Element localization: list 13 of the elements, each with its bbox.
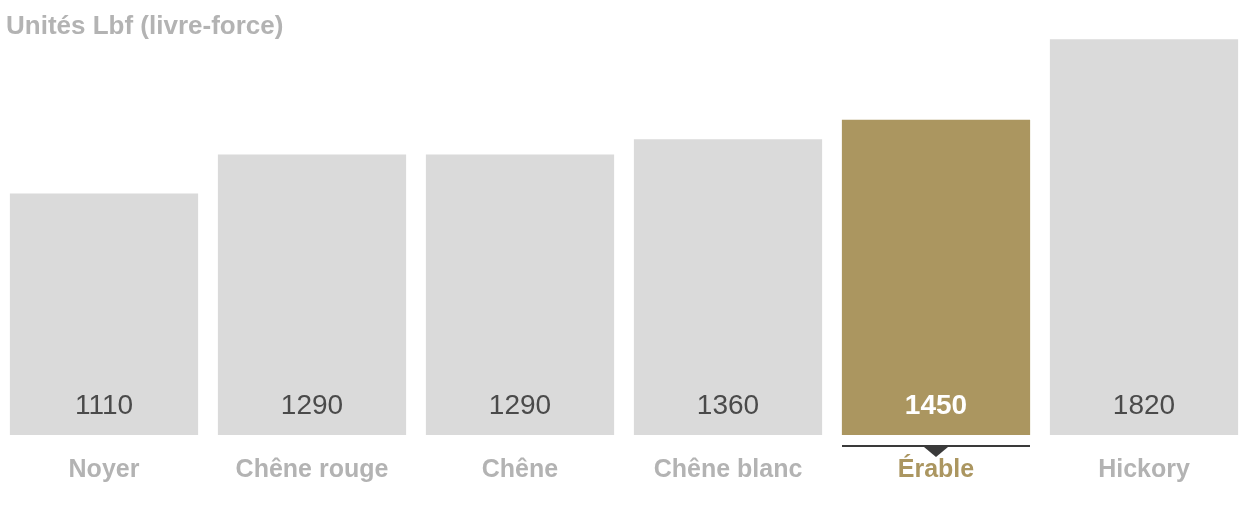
x-tick-label: Chêne rouge (235, 453, 389, 482)
x-tick-label: Noyer (68, 453, 140, 482)
x-tick-label: Chêne (481, 453, 559, 482)
data-label: 1110 (74, 388, 134, 420)
data-label: 1360 (696, 388, 760, 420)
data-label: 1290 (488, 388, 552, 420)
x-tick-label: Érable (897, 453, 975, 482)
data-label: 1820 (1112, 388, 1176, 420)
data-label: 1290 (280, 388, 344, 420)
x-tick-label: Chêne blanc (653, 453, 803, 482)
data-label: 1450 (904, 388, 968, 420)
x-tick-label: Hickory (1098, 453, 1190, 482)
chart-title: Unités Lbf (livre-force) (6, 10, 284, 41)
